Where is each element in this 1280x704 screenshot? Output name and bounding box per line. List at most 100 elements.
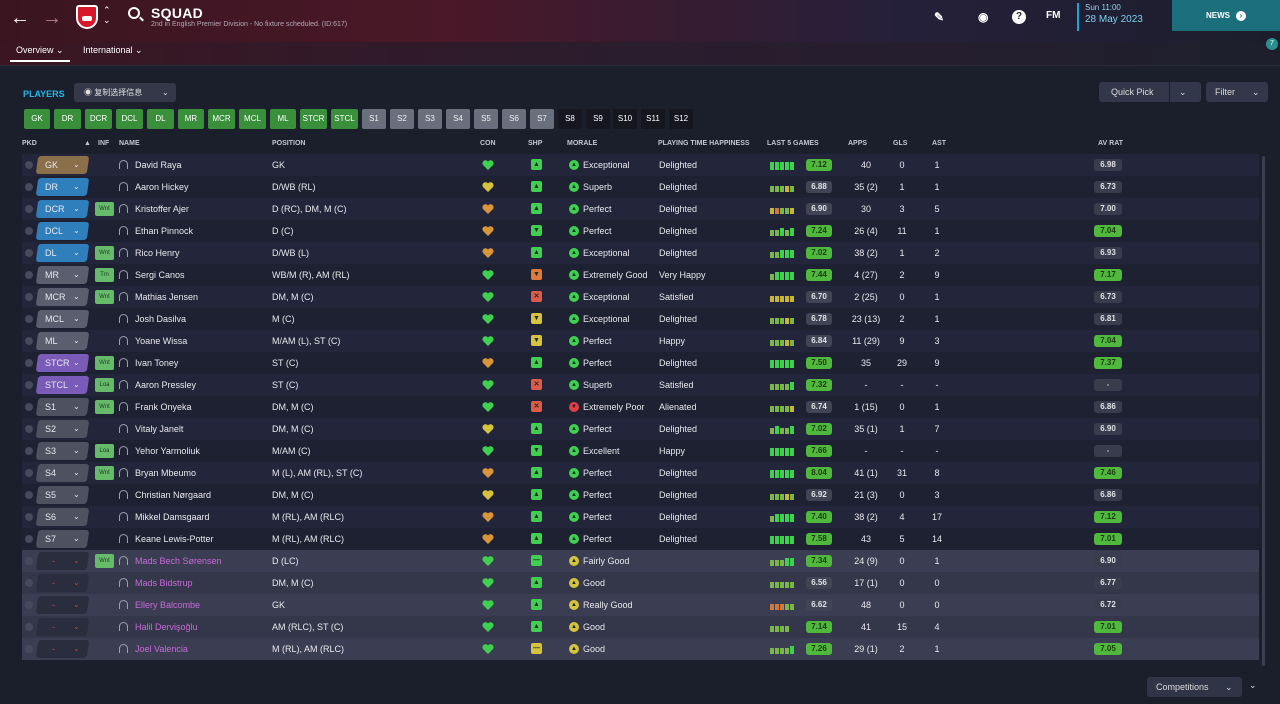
collapse-chevron-icon[interactable]: ⌄ — [1249, 680, 1257, 690]
pick-toggle-icon[interactable] — [25, 337, 33, 345]
position-selector-dropdown[interactable]: DR ⌄ — [35, 178, 90, 196]
pick-toggle-icon[interactable] — [25, 425, 33, 433]
position-button-mcr[interactable]: MCR — [208, 109, 235, 129]
position-button-gk[interactable]: GK — [24, 109, 50, 129]
position-selector-dropdown[interactable]: STCL ⌄ — [35, 376, 90, 394]
position-button-s4[interactable]: S4 — [446, 109, 470, 129]
table-row[interactable]: DCL ⌄ Ethan Pinnock D (C) ▼ ▲ Perfect Delighted… — [22, 220, 1259, 242]
pick-toggle-icon[interactable] — [25, 183, 33, 191]
player-name[interactable]: Ethan Pinnock — [135, 226, 194, 236]
table-row[interactable]: ML ⌄ Yoane Wissa M/AM (L), ST (C) ▼ ▲ Perfect H… — [22, 330, 1259, 352]
chevron-down-icon[interactable]: ⌄ — [1179, 87, 1187, 97]
pick-toggle-icon[interactable] — [25, 381, 33, 389]
position-selector-dropdown[interactable]: ML ⌄ — [35, 332, 90, 350]
position-selector-dropdown[interactable]: MCL ⌄ — [35, 310, 90, 328]
pick-toggle-icon[interactable] — [25, 205, 33, 213]
player-name[interactable]: Kristoffer Ajer — [135, 204, 189, 214]
column-apps[interactable]: APPS — [848, 140, 868, 147]
pick-toggle-icon[interactable] — [25, 579, 33, 587]
player-name[interactable]: Bryan Mbeumo — [135, 468, 197, 478]
copy-selection-button[interactable]: ◉ 复制选择信息 ⌄ — [74, 83, 176, 102]
table-row[interactable]: S5 ⌄ Christian Nørgaard DM, M (C) ▲ ▲ Perfect D… — [22, 484, 1259, 506]
position-button-ml[interactable]: ML — [270, 109, 296, 129]
filter-button[interactable]: Filter ⌄ — [1206, 82, 1268, 102]
position-selector-dropdown[interactable]: MR ⌄ — [35, 266, 90, 284]
player-name[interactable]: Rico Henry — [135, 248, 180, 258]
table-row[interactable]: DCR ⌄ Wnt Kristoffer Ajer D (RC), DM, M (C) ▲… — [22, 198, 1259, 220]
position-button-s10[interactable]: S10 — [613, 109, 637, 129]
player-name[interactable]: Yoane Wissa — [135, 336, 188, 346]
position-selector-dropdown[interactable]: S5 ⌄ — [35, 486, 90, 504]
column-position[interactable]: POSITION — [272, 140, 306, 147]
player-name[interactable]: Yehor Yarmoliuk — [135, 446, 200, 456]
column-ast[interactable]: AST — [932, 140, 946, 147]
sort-arrow-icon[interactable]: ▲ — [84, 140, 91, 147]
table-row[interactable]: S6 ⌄ Mikkel Damsgaard M (RL), AM (RLC) ▲ ▲ Per… — [22, 506, 1259, 528]
position-selector-dropdown[interactable]: DL ⌄ — [35, 244, 90, 262]
pick-toggle-icon[interactable] — [25, 557, 33, 565]
player-name[interactable]: Mads Bidstrup — [135, 578, 193, 588]
position-selector-dropdown[interactable]: - ⌄ — [35, 618, 90, 636]
pick-toggle-icon[interactable] — [25, 491, 33, 499]
date-display[interactable]: Sun 11:00 28 May 2023 — [1077, 3, 1143, 31]
table-row[interactable]: S2 ⌄ Vitaly Janelt DM, M (C) ▲ ▲ Perfect Deligh… — [22, 418, 1259, 440]
edit-pencil-icon[interactable]: ✎ — [934, 10, 945, 24]
table-row[interactable]: DR ⌄ Aaron Hickey D/WB (RL) ▲ ▲ Superb Delighte… — [22, 176, 1259, 198]
position-button-s11[interactable]: S11 — [641, 109, 665, 129]
position-selector-dropdown[interactable]: STCR ⌄ — [35, 354, 90, 372]
club-switch-icon[interactable]: ⌃ ⌄ — [103, 5, 111, 25]
table-row[interactable]: - ⌄ Halil Dervişoğlu AM (RLC), ST (C) ▲ ▲ Good… — [22, 616, 1259, 638]
table-row[interactable]: S1 ⌄ Wnt Frank Onyeka DM, M (C) ✕ ▼ Extremely P… — [22, 396, 1259, 418]
position-button-s8[interactable]: S8 — [558, 109, 582, 129]
notification-badge[interactable]: 7 — [1266, 38, 1278, 50]
pick-toggle-icon[interactable] — [25, 469, 33, 477]
position-selector-dropdown[interactable]: - ⌄ — [35, 640, 90, 658]
pick-toggle-icon[interactable] — [25, 403, 33, 411]
player-name[interactable]: Aaron Pressley — [135, 380, 197, 390]
pick-toggle-icon[interactable] — [25, 161, 33, 169]
player-name[interactable]: Sergi Canos — [135, 270, 185, 280]
pick-toggle-icon[interactable] — [25, 293, 33, 301]
column-gls[interactable]: GLS — [893, 140, 908, 147]
position-button-stcr[interactable]: STCR — [300, 109, 327, 129]
back-arrow-icon[interactable]: ← — [10, 7, 30, 29]
position-button-s3[interactable]: S3 — [418, 109, 442, 129]
table-row[interactable]: - ⌄ Joel Valencia M (RL), AM (RLC) — ▲ Good 7.2… — [22, 638, 1259, 660]
fm-logo[interactable]: FM — [1046, 10, 1061, 21]
tab-overview[interactable]: Overview ⌄ — [10, 45, 70, 62]
table-row[interactable]: MCL ⌄ Josh Dasilva M (C) ▼ ▲ Exceptional Deligh… — [22, 308, 1259, 330]
player-name[interactable]: Josh Dasilva — [135, 314, 187, 324]
position-button-s6[interactable]: S6 — [502, 109, 526, 129]
player-name[interactable]: Frank Onyeka — [135, 402, 192, 412]
player-name[interactable]: Ellery Balcombe — [135, 600, 201, 610]
column-con[interactable]: CON — [480, 140, 496, 147]
help-icon[interactable]: ? — [1012, 10, 1026, 24]
position-button-dcr[interactable]: DCR — [85, 109, 112, 129]
competitions-button[interactable]: Competitions ⌄ — [1147, 677, 1242, 697]
table-row[interactable]: DL ⌄ Wnt Rico Henry D/WB (L) ▲ ▲ Exceptional Del… — [22, 242, 1259, 264]
table-row[interactable]: S7 ⌄ Keane Lewis-Potter M (RL), AM (RLC) ▲ ▲ P… — [22, 528, 1259, 550]
pick-toggle-icon[interactable] — [25, 513, 33, 521]
position-selector-dropdown[interactable]: S2 ⌄ — [35, 420, 90, 438]
player-name[interactable]: Christian Nørgaard — [135, 490, 212, 500]
pick-toggle-icon[interactable] — [25, 271, 33, 279]
position-selector-dropdown[interactable]: S4 ⌄ — [35, 464, 90, 482]
player-name[interactable]: Mikkel Damsgaard — [135, 512, 210, 522]
table-row[interactable]: GK ⌄ David Raya GK ▲ ▲ Exceptional Delighted 7.1… — [22, 154, 1259, 176]
pick-toggle-icon[interactable] — [25, 623, 33, 631]
player-name[interactable]: Aaron Hickey — [135, 182, 189, 192]
search-icon[interactable] — [128, 7, 140, 19]
position-selector-dropdown[interactable]: - ⌄ — [35, 552, 90, 570]
position-button-s12[interactable]: S12 — [669, 109, 693, 129]
table-row[interactable]: - ⌄ Mads Bidstrup DM, M (C) ▲ ▲ Good 6.56 17 (1)… — [22, 572, 1259, 594]
forward-arrow-icon[interactable]: → — [42, 7, 62, 29]
position-selector-dropdown[interactable]: DCL ⌄ — [35, 222, 90, 240]
table-row[interactable]: - ⌄ Ellery Balcombe GK ▲ ▲ Really Good 6.62 48 0 0… — [22, 594, 1259, 616]
position-selector-dropdown[interactable]: S6 ⌄ — [35, 508, 90, 526]
position-selector-dropdown[interactable]: MCR ⌄ — [35, 288, 90, 306]
column-inf[interactable]: INF — [98, 140, 110, 147]
pick-toggle-icon[interactable] — [25, 447, 33, 455]
tab-international[interactable]: International ⌄ — [83, 45, 143, 55]
player-name[interactable]: Joel Valencia — [135, 644, 188, 654]
player-name[interactable]: David Raya — [135, 160, 182, 170]
